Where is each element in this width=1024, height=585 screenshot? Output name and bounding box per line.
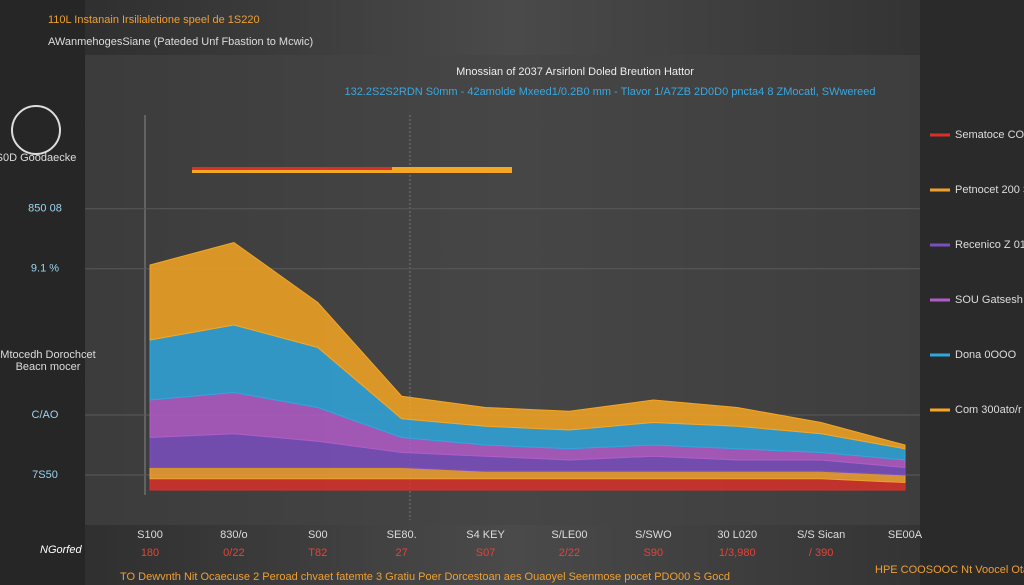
x-tick-label: S/LE00: [551, 529, 587, 541]
brand: NGorfed: [40, 544, 82, 556]
x-tick-label: 30 L020: [717, 529, 757, 541]
x-sublabel: 180: [141, 547, 159, 559]
x-sublabel: 27: [396, 547, 408, 559]
x-tick-label: S100: [137, 529, 163, 541]
legend-label: Recenico Z 0100: [955, 239, 1024, 251]
page-title: 110L Instanain Irsilialetione speel de 1…: [48, 14, 260, 26]
left-strip: [0, 0, 85, 585]
legend-label: SOU Gatsesh: [955, 294, 1023, 306]
x-sublabel: 2/22: [559, 547, 580, 559]
x-tick-label: SE00A: [888, 529, 923, 541]
page-subtitle: AWanmehogesSiane (Pateded Unf Fbastion t…: [48, 36, 313, 48]
side-note: Beacn mocer: [16, 361, 81, 373]
chart-title: Mnossian of 2037 Arsirlonl Doled Breutio…: [456, 66, 694, 78]
side-note: Mtocedh Dorochcet: [0, 349, 95, 361]
x-sublabel: / 390: [809, 547, 833, 559]
legend-label: Dona 0OOO: [955, 349, 1017, 361]
area: [149, 478, 906, 491]
x-tick-label: S00: [308, 529, 328, 541]
x-tick-label: SE80.: [387, 529, 417, 541]
footer-note: TO Dewvnth Nit Ocaecuse 2 Peroad chvaet …: [120, 571, 730, 583]
legend-label: Petnocet 200 SOR: [955, 184, 1024, 196]
side-note: S0D Goodaecke: [0, 152, 76, 164]
x-tick-label: S/S Sican: [797, 529, 845, 541]
x-tick-label: 830/o: [220, 529, 248, 541]
y-tick-label: 7S50: [32, 469, 58, 481]
x-sublabel: S90: [644, 547, 664, 559]
x-tick-label: S4 KEY: [466, 529, 505, 541]
x-sublabel: 0/22: [223, 547, 244, 559]
x-sublabel: T82: [308, 547, 327, 559]
footer-note: HPE COOSOOC Nt Voocel Otanoedtin: [875, 564, 1024, 576]
x-sublabel: 1/3,980: [719, 547, 756, 559]
plot: 7S50 C/AO 9.1 % 850 08 S100 180 830/o 0/22 S00 T8…: [28, 129, 1024, 559]
area: [149, 241, 906, 450]
chart-subtitle: 132.2S2S2RDN S0mm - 42amolde Mxeed1/0.2B…: [344, 86, 875, 98]
y-tick-label: 850 08: [28, 203, 62, 215]
legend-label: Com 300ato/r: [955, 404, 1022, 416]
legend-label: Sematoce COVN: [955, 129, 1024, 141]
right-strip: [920, 0, 1024, 585]
decor-bar: [192, 167, 392, 170]
badge: [11, 105, 61, 155]
y-tick-label: C/AO: [32, 409, 59, 421]
y-tick-label: 9.1 %: [31, 263, 59, 275]
x-tick-label: S/SWO: [635, 529, 672, 541]
x-sublabel: S07: [476, 547, 496, 559]
